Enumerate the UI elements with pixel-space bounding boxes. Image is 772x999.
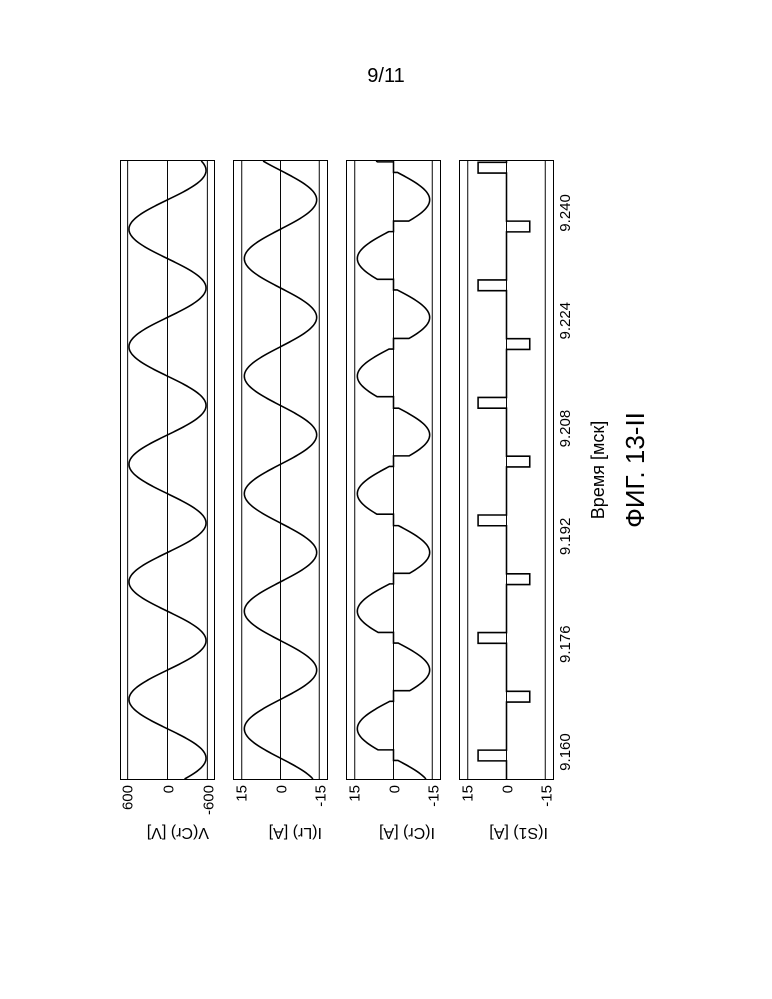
xtick: 9.160 xyxy=(553,733,574,771)
ytick: -600 xyxy=(201,779,218,815)
xtick: 9.176 xyxy=(553,625,574,663)
ylabel-vcr: V(Cr) [V] xyxy=(146,823,208,841)
xtick: 9.224 xyxy=(553,302,574,340)
plot-svg-ilr xyxy=(234,161,327,779)
ylabel-is1: I(S1) [A] xyxy=(489,823,548,841)
plot-svg-vcr xyxy=(121,161,214,779)
ytick: 0 xyxy=(499,779,516,793)
ylabel-icr: I(Cr) [A] xyxy=(379,823,435,841)
charts-area: V(Cr) [V]-6000600I(Lr) [A]-15015I(Cr) [A… xyxy=(120,160,560,780)
ytick: 600 xyxy=(119,779,136,810)
xtick: 9.240 xyxy=(553,194,574,232)
xtick: 9.208 xyxy=(553,410,574,448)
page-number: 9/11 xyxy=(0,65,772,88)
subplot-vcr: V(Cr) [V]-6000600 xyxy=(120,160,215,780)
figure-caption: ФИГ. 13-II xyxy=(620,160,651,780)
ytick: 0 xyxy=(160,779,177,793)
ytick: 15 xyxy=(346,779,363,802)
ytick: 15 xyxy=(233,779,250,802)
ytick: 15 xyxy=(459,779,476,802)
ytick: -15 xyxy=(426,779,443,807)
x-axis-label: Время [мск] xyxy=(588,160,609,780)
subplot-ilr: I(Lr) [A]-15015 xyxy=(233,160,328,780)
plot-svg-icr xyxy=(347,161,440,779)
subplot-is1: I(S1) [A]-150159.1609.1769.1929.2089.224… xyxy=(459,160,554,780)
figure-landscape: V(Cr) [V]-6000600I(Lr) [A]-15015I(Cr) [A… xyxy=(120,140,640,860)
figure-rotated-container: V(Cr) [V]-6000600I(Lr) [A]-15015I(Cr) [A… xyxy=(120,140,640,860)
xtick: 9.192 xyxy=(553,518,574,556)
subplot-icr: I(Cr) [A]-15015 xyxy=(346,160,441,780)
plot-svg-is1 xyxy=(460,161,553,779)
trace-is1 xyxy=(478,161,530,779)
ytick: 0 xyxy=(386,779,403,793)
ytick: 0 xyxy=(273,779,290,793)
ytick: -15 xyxy=(313,779,330,807)
ytick: -15 xyxy=(539,779,556,807)
ylabel-ilr: I(Lr) [A] xyxy=(268,823,321,841)
